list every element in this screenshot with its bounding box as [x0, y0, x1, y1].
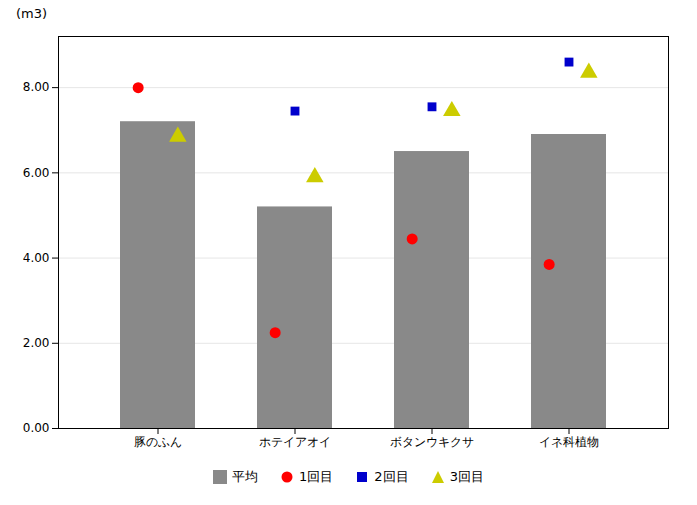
svg-text:6.00: 6.00: [23, 166, 50, 180]
html-text:1回目: 1回目: [299, 469, 334, 484]
svg-text:8.00: 8.00: [23, 80, 50, 94]
html-text:(m3): (m3): [16, 6, 48, 21]
svg-text:ボタンウキクサ: ボタンウキクサ: [390, 435, 474, 449]
svg-text:イネ科植物: イネ科植物: [539, 435, 599, 449]
svg-text:ホテイアオイ: ホテイアオイ: [259, 435, 331, 449]
svg-text:4.00: 4.00: [23, 251, 50, 265]
html-text:平均: 平均: [232, 469, 259, 484]
svg-text:0.00: 0.00: [23, 421, 50, 435]
html-text:2回目: 2回目: [374, 469, 409, 484]
svg-text:2.00: 2.00: [23, 336, 50, 350]
svg-text:豚のふん: 豚のふん: [134, 435, 182, 449]
html-text:3回目: 3回目: [449, 469, 484, 484]
